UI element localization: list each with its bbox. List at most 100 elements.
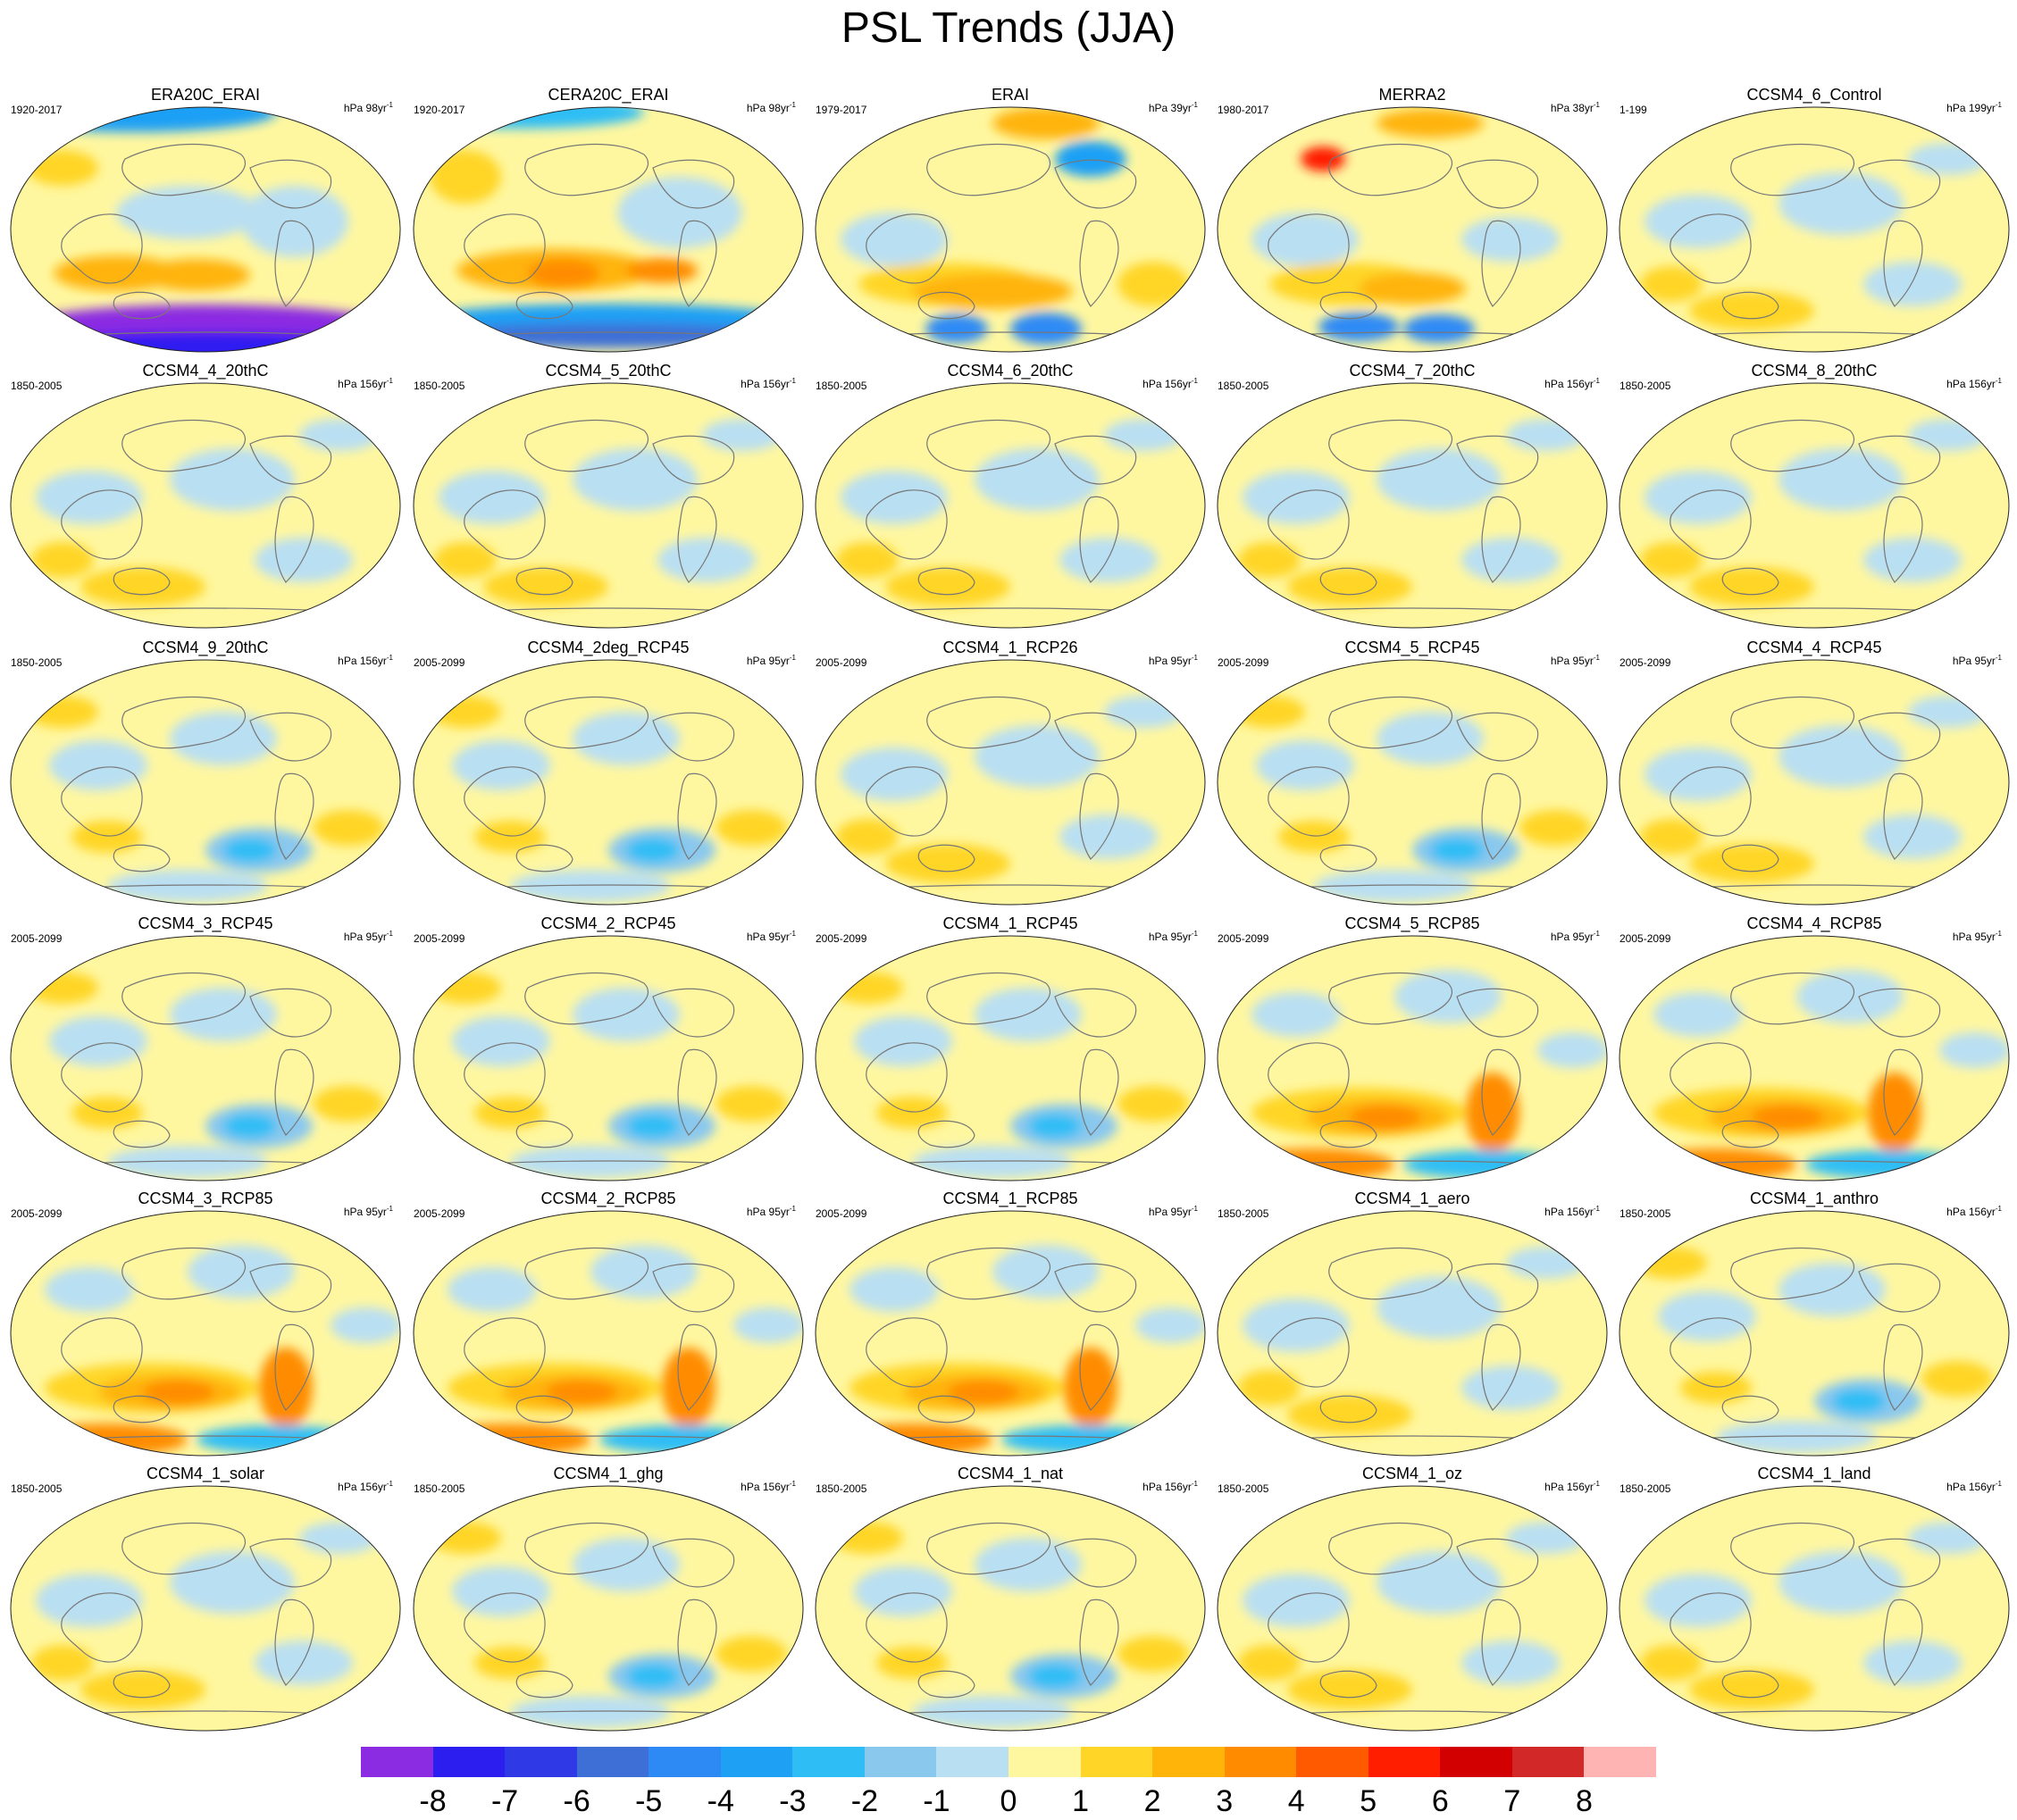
panel-years: 2005-2099 xyxy=(414,932,465,945)
map-border xyxy=(413,382,804,629)
trend-anomaly xyxy=(1506,1247,1586,1279)
trend-anomaly xyxy=(107,1146,268,1178)
trend-anomaly xyxy=(1645,471,1752,524)
coastline xyxy=(677,220,717,307)
trend-anomaly xyxy=(876,1647,948,1679)
coastline xyxy=(515,844,573,872)
coastline xyxy=(926,1522,1051,1575)
coastline xyxy=(866,1592,948,1663)
trend-anomaly xyxy=(925,314,988,343)
panel-years: 1980-2017 xyxy=(1218,104,1269,116)
map-panel: CCSM4_4_RCP45 2005-2099 hPa 95yr-1 xyxy=(1618,639,2011,906)
coastline xyxy=(1054,435,1137,485)
colorbar-swatch xyxy=(1296,1747,1369,1777)
coastline xyxy=(917,844,975,872)
trend-anomaly xyxy=(1059,538,1158,582)
coastline xyxy=(121,1522,247,1575)
colorbar xyxy=(361,1747,1657,1777)
panel-units-text: hPa 156yr xyxy=(1544,1481,1594,1493)
coastline xyxy=(652,1538,735,1588)
coastline xyxy=(652,988,735,1038)
coastline xyxy=(113,844,171,872)
trend-anomaly xyxy=(49,740,147,790)
trend-anomaly xyxy=(197,1425,357,1454)
trend-anomaly xyxy=(452,740,550,790)
panel-units-exponent: -1 xyxy=(386,377,393,385)
trend-anomaly xyxy=(71,821,143,853)
world-map xyxy=(1619,659,2010,906)
panel-units-exponent: -1 xyxy=(386,101,393,109)
map-panel: CCSM4_6_Control 1-199 hPa 199yr-1 xyxy=(1618,86,2011,354)
map-border xyxy=(815,1485,1206,1732)
trend-anomaly xyxy=(27,1423,188,1456)
trend-anomaly xyxy=(430,323,787,348)
coastline xyxy=(274,496,314,583)
coastline xyxy=(677,1599,717,1686)
map-panel: MERRA2 1980-2017 hPa 38yr-1 xyxy=(1216,86,1609,354)
trend-anomaly xyxy=(430,972,501,1004)
trend-anomaly xyxy=(143,259,250,291)
trend-anomaly xyxy=(1278,821,1350,853)
panel-title: CCSM4_6_20thC xyxy=(947,362,1074,380)
panel-units-text: hPa 98yr xyxy=(343,102,387,114)
coastline xyxy=(113,567,171,596)
coastline xyxy=(113,1670,171,1699)
panel-years: 1850-2005 xyxy=(1619,380,1671,392)
coastline xyxy=(1268,766,1350,837)
trend-anomaly xyxy=(716,1086,787,1122)
trend-anomaly xyxy=(1243,1574,1350,1627)
panel-units-exponent: -1 xyxy=(1593,930,1600,938)
map-border xyxy=(10,382,401,629)
trend-anomaly xyxy=(716,810,787,846)
trend-anomaly xyxy=(1689,1670,1814,1709)
trend-anomaly xyxy=(733,1307,803,1343)
trend-anomaly xyxy=(1716,1421,1877,1453)
trend-anomaly xyxy=(430,150,501,204)
map-border xyxy=(815,382,1206,629)
panel-years: 2005-2099 xyxy=(1619,932,1671,945)
panel-years: 1850-2005 xyxy=(816,380,867,392)
map-border xyxy=(1619,1485,2010,1732)
panel-units: hPa 95yr-1 xyxy=(344,930,393,943)
trend-anomaly xyxy=(912,1696,1073,1728)
trend-anomaly xyxy=(1377,1276,1502,1339)
trend-anomaly xyxy=(854,1566,952,1616)
coastline xyxy=(917,1120,975,1148)
trend-anomaly xyxy=(71,1097,143,1129)
panel-units-text: hPa 156yr xyxy=(1142,1481,1192,1493)
trend-anomaly xyxy=(832,1423,992,1456)
trend-anomaly xyxy=(439,471,546,524)
world-map xyxy=(10,382,401,629)
world-map xyxy=(413,1210,804,1457)
colorbar-swatch xyxy=(1008,1747,1082,1777)
colorbar-swatch xyxy=(1584,1747,1657,1777)
trend-anomaly xyxy=(657,538,756,582)
trend-anomaly xyxy=(36,1574,143,1627)
panel-units-text: hPa 95yr xyxy=(1550,931,1594,943)
panel-units: hPa 95yr-1 xyxy=(747,930,796,943)
trend-anomaly xyxy=(1908,419,1988,451)
trend-anomaly xyxy=(49,1016,147,1066)
trend-anomaly xyxy=(1689,567,1814,606)
trend-anomaly xyxy=(1863,814,1962,859)
trend-anomaly xyxy=(1055,141,1126,177)
coastline xyxy=(1328,1247,1453,1300)
panel-units-exponent: -1 xyxy=(1995,377,2002,385)
panel-title: CCSM4_1_solar xyxy=(146,1465,265,1482)
trend-anomaly xyxy=(1680,1372,1752,1404)
coastline xyxy=(1054,712,1137,762)
trend-anomaly xyxy=(1832,1389,1886,1414)
map-panel: CCSM4_2_RCP45 2005-2099 hPa 95yr-1 xyxy=(412,914,805,1182)
panel-units: hPa 156yr-1 xyxy=(1142,1480,1198,1493)
trend-anomaly xyxy=(116,186,259,239)
panel-units-text: hPa 95yr xyxy=(1952,931,1996,943)
trend-anomaly xyxy=(1645,195,1752,248)
panel-units-exponent: -1 xyxy=(1593,377,1600,385)
map-panel: CCSM4_8_20thC 1850-2005 hPa 156yr-1 xyxy=(1618,362,2011,630)
colorbar-swatch xyxy=(1224,1747,1297,1777)
coastline xyxy=(1456,1538,1539,1588)
trend-anomaly xyxy=(1028,1664,1082,1689)
colorbar-tick-label: 1 xyxy=(1072,1784,1089,1818)
trend-anomaly xyxy=(45,1267,134,1312)
panel-units-text: hPa 156yr xyxy=(1946,1481,1996,1493)
